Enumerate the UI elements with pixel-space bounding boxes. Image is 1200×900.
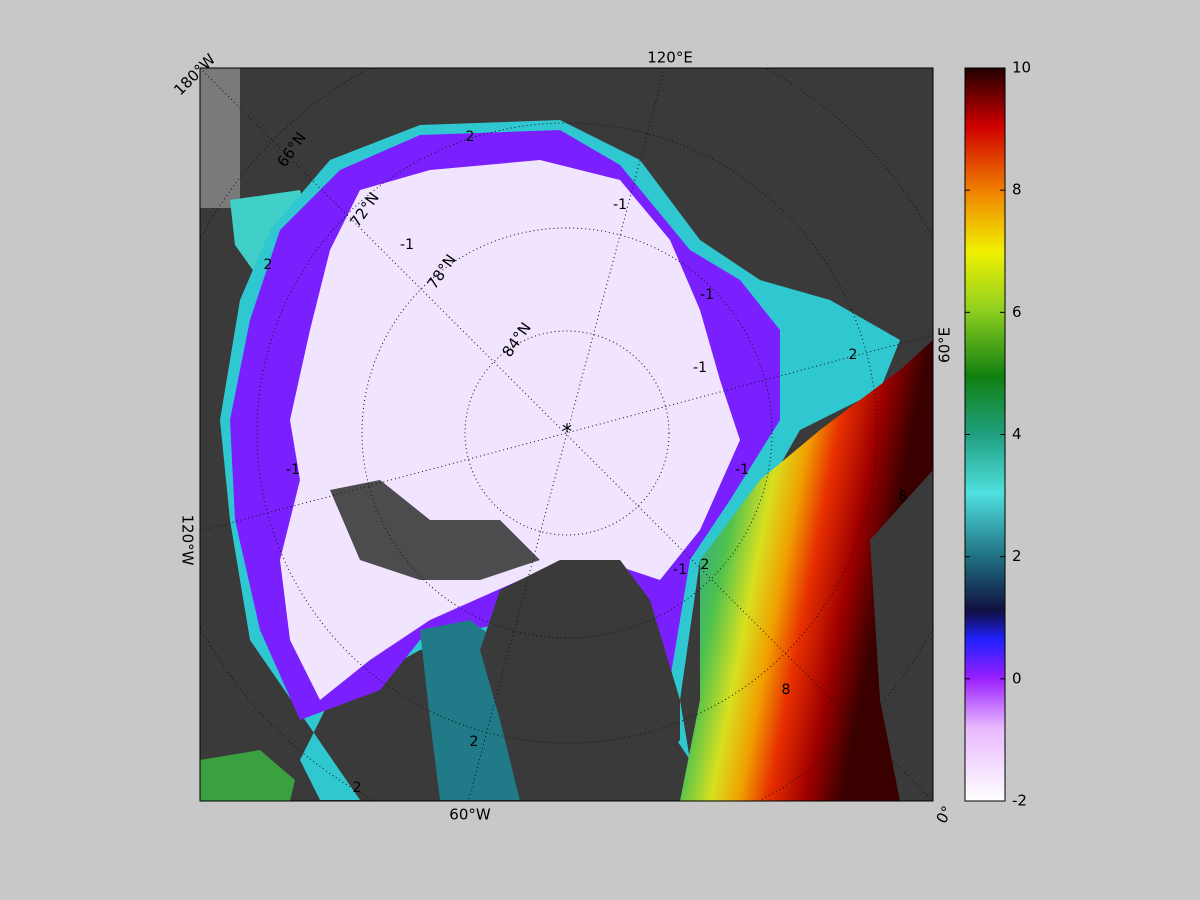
meridian [200,334,933,532]
contour-label: -1 [693,360,707,376]
map-frame [199,67,934,802]
colorbar-tick-label: 4 [1012,425,1022,443]
colorbar-tick-label: 2 [1012,547,1022,565]
contour-label: 2 [470,734,479,750]
atlantic [680,340,933,801]
colorbar-tick-label: -2 [1012,792,1027,810]
longitude-label: 60°E [936,327,954,363]
contour-label: -1 [400,237,414,253]
contour-label: 2 [701,557,710,573]
contour-label: -1 [286,462,300,478]
contour-label: -1 [735,462,749,478]
scandinavia [870,470,933,801]
contour-label: 2 [466,129,475,145]
parallel [361,227,773,639]
contour-label: 8 [782,682,791,698]
contour-label: 2 [849,347,858,363]
contour-label: -1 [673,562,687,578]
islands [330,480,540,580]
map: * [200,68,933,801]
colorbar-tick-label: 6 [1012,303,1022,321]
meridian [200,68,933,801]
longitude-label: 120°W [179,515,197,566]
parallel [256,122,878,744]
colorbar [964,67,1006,802]
longitude-label: 120°E [647,49,693,67]
contour-label: -1 [700,287,714,303]
colorbar-tick-label: 0 [1012,669,1022,687]
contour-label: -1 [613,197,627,213]
no-data [200,68,240,208]
meridian [467,68,666,801]
longitude-label: 60°W [449,806,491,824]
pole: * [562,420,572,444]
bering [200,750,295,801]
contour-label: 8 [899,489,908,505]
contour-label: 2 [264,257,273,273]
longitude-label: 0° [933,803,957,827]
contour-label: 2 [353,780,362,796]
colorbar-tick-label: 10 [1012,59,1031,77]
parallel [464,330,670,536]
colorbar-tick-label: 8 [1012,181,1022,199]
greenland [480,560,680,801]
